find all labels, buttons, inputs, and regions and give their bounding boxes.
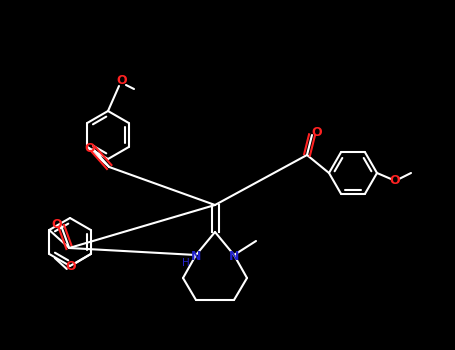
Text: N: N — [229, 251, 239, 264]
Text: O: O — [116, 75, 127, 88]
Text: N: N — [191, 251, 201, 264]
Text: O: O — [389, 175, 400, 188]
Text: O: O — [51, 217, 61, 231]
Text: O: O — [84, 141, 95, 154]
Text: O: O — [312, 126, 322, 140]
Text: H: H — [182, 258, 190, 268]
Text: O: O — [66, 259, 76, 273]
